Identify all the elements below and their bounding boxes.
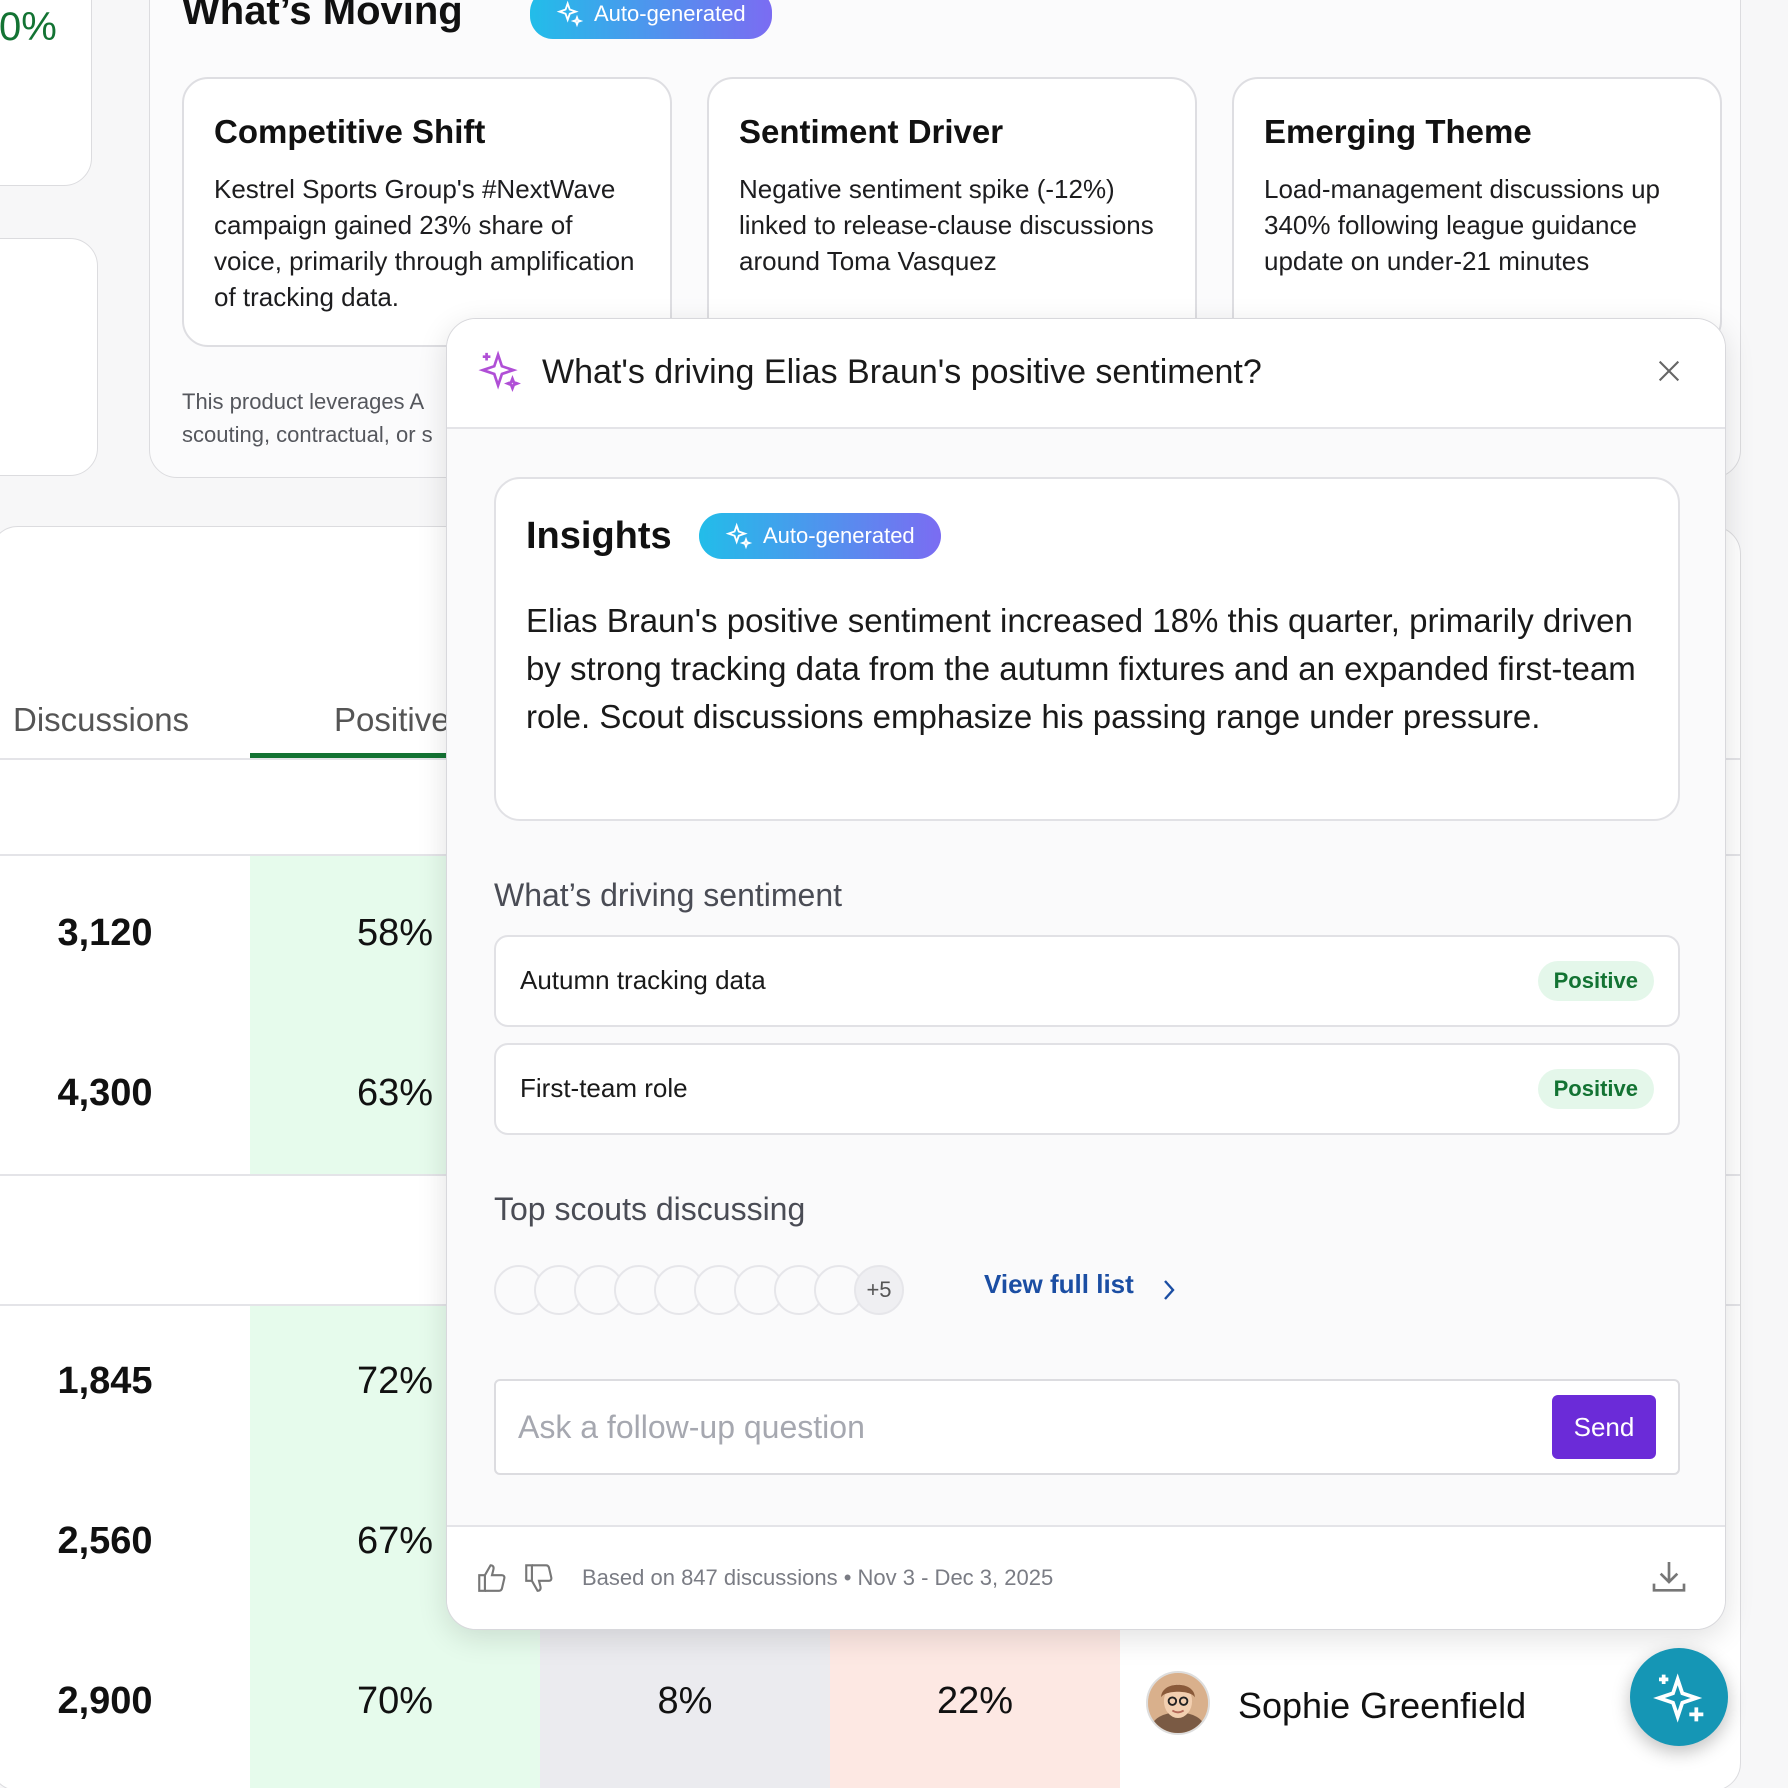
disclaimer-line: This product leverages A [182, 389, 425, 414]
stat-card-secondary [0, 238, 98, 476]
negative-cell: 22% [936, 1680, 1014, 1722]
insight-card-body: Negative sentiment spike (-12%) linked t… [739, 174, 1154, 276]
avatar [1146, 1671, 1210, 1735]
scout-name[interactable]: Sophie Greenfield [1238, 1685, 1527, 1726]
drivers-section-label: What’s driving sentiment [494, 877, 842, 913]
ai-assistant-button[interactable] [1630, 1648, 1728, 1746]
neutral-cell-bg [540, 1625, 830, 1788]
insight-card-body: Load-management discussions up 340% foll… [1264, 174, 1661, 276]
driver-label: Autumn tracking data [520, 965, 766, 995]
followup-input[interactable] [518, 1399, 1498, 1455]
ai-insight-popup: What's driving Elias Braun's positive se… [446, 318, 1726, 1630]
discussions-cell: 2,900 [57, 1680, 153, 1722]
avatar[interactable] [694, 1265, 744, 1315]
stat-value: 0% [0, 5, 57, 49]
chevron-right-icon[interactable] [1157, 1275, 1181, 1305]
positive-cell: 72% [356, 1360, 434, 1402]
popup-header: What's driving Elias Braun's positive se… [447, 319, 1725, 429]
insight-card-sentiment-driver[interactable]: Sentiment Driver Negative sentiment spik… [707, 77, 1197, 347]
insights-title: Insights [526, 515, 672, 557]
more-scouts-count[interactable]: +5 [854, 1265, 904, 1315]
insights-summary: Elias Braun's positive sentiment increas… [526, 602, 1636, 735]
source-info: Based on 847 discussions • Nov 3 - Dec 3… [582, 1565, 1054, 1590]
discussions-cell: 2,560 [57, 1520, 153, 1562]
positive-cell: 67% [356, 1520, 434, 1562]
thumbs-down-icon[interactable] [522, 1561, 556, 1595]
download-icon[interactable] [1649, 1557, 1689, 1597]
close-icon[interactable] [1655, 357, 1683, 385]
discussions-cell: 3,120 [57, 912, 153, 954]
driver-label: First-team role [520, 1073, 688, 1103]
auto-generated-badge: Auto-generated [530, 0, 772, 39]
insight-card-title: Emerging Theme [1264, 113, 1532, 150]
insight-card-competitive-shift[interactable]: Competitive Shift Kestrel Sports Group's… [182, 77, 672, 347]
send-button[interactable]: Send [1552, 1395, 1656, 1459]
column-header-discussions[interactable]: Discussions [13, 701, 190, 738]
popup-footer: Based on 847 discussions • Nov 3 - Dec 3… [447, 1525, 1725, 1629]
popup-title: What's driving Elias Braun's positive se… [542, 353, 1262, 391]
sort-indicator [250, 753, 460, 758]
insight-card-title: Sentiment Driver [739, 113, 1004, 150]
sparkle-icon [725, 522, 753, 550]
thumbs-up-icon[interactable] [475, 1561, 509, 1595]
scout-avatar-stack[interactable]: +5 [494, 1265, 944, 1315]
scouts-section-label: Top scouts discussing [494, 1191, 806, 1227]
ai-disclaimer: This product leverages A scouting, contr… [182, 385, 433, 451]
insight-card-emerging-theme[interactable]: Emerging Theme Load-management discussio… [1232, 77, 1722, 347]
positive-cell: 58% [356, 912, 434, 954]
avatar[interactable] [614, 1265, 664, 1315]
auto-generated-label: Auto-generated [594, 1, 746, 26]
view-full-list-link[interactable]: View full list [984, 1269, 1134, 1299]
disclaimer-line: scouting, contractual, or s [182, 422, 433, 447]
negative-cell-bg [830, 1625, 1120, 1788]
sentiment-badge: Positive [1537, 961, 1654, 1001]
discussions-cell: 1,845 [57, 1360, 153, 1402]
sparkle-icon [478, 350, 521, 392]
insight-card-title: Competitive Shift [214, 113, 486, 150]
driver-row-first-team-role[interactable]: First-team role Positive [494, 1043, 1680, 1135]
sentiment-badge: Positive [1537, 1069, 1654, 1109]
column-header-positive[interactable]: Positive [334, 701, 450, 738]
neutral-cell: 8% [657, 1680, 713, 1722]
auto-generated-label: Auto-generated [763, 523, 915, 548]
ai-assistant-icon [1653, 1673, 1704, 1723]
positive-cell: 70% [356, 1680, 434, 1722]
followup-input-box: Send [494, 1379, 1680, 1475]
positive-cell: 63% [356, 1072, 434, 1114]
stat-card: 0% [0, 0, 92, 186]
auto-generated-badge: Auto-generated [699, 513, 941, 559]
insights-box: Insights Auto-generated Elias Braun's po… [494, 477, 1680, 821]
insight-card-body: Kestrel Sports Group's #NextWave campaig… [214, 174, 635, 312]
discussions-cell: 4,300 [57, 1072, 153, 1114]
sparkle-icon [556, 0, 584, 28]
driver-row-autumn-tracking[interactable]: Autumn tracking data Positive [494, 935, 1680, 1027]
avatar-portrait [1148, 1673, 1208, 1733]
whats-moving-title: What’s Moving [182, 0, 463, 33]
